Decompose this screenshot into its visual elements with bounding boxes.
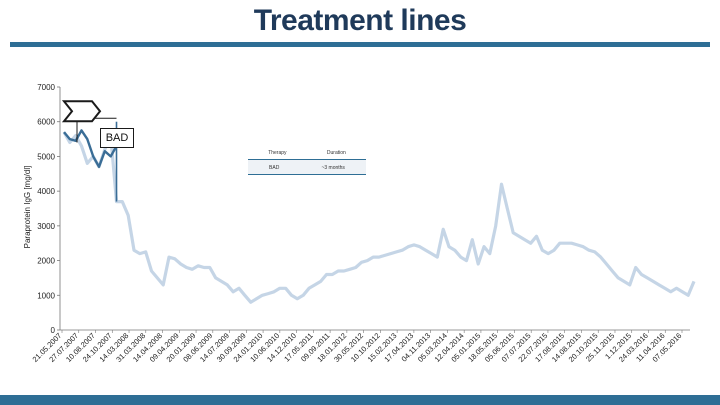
- y-tick-label: 6000: [37, 118, 55, 127]
- series-lines: [62, 129, 696, 304]
- duration-header: Duration: [326, 150, 346, 156]
- chevron-arrow-icon: [61, 100, 102, 123]
- therapy-table-row: BAD ~3 months: [248, 160, 366, 175]
- axes: 0 1000 2000 3000 4000 5000 6000 7000: [37, 83, 690, 335]
- therapy-table: Therapy Duration BAD ~3 months: [248, 148, 366, 175]
- y-tick-label: 5000: [37, 152, 55, 161]
- page-title: Treatment lines: [253, 4, 467, 37]
- y-axis-label-group: Paraprotein IgG [mg/dl]: [23, 166, 32, 249]
- y-tick-label: 7000: [37, 83, 55, 92]
- footer-bar: [0, 395, 720, 405]
- series-line-1: [63, 129, 118, 169]
- y-axis-label: Paraprotein IgG [mg/dl]: [23, 166, 32, 249]
- bad-annotation: BAD: [100, 128, 134, 148]
- y-tick-label: 4000: [37, 187, 55, 196]
- therapy-table-header: Therapy Duration: [248, 148, 366, 160]
- duration-cell: ~3 months: [321, 165, 345, 171]
- series-line-0: [62, 131, 696, 304]
- y-tick-label: 1000: [37, 291, 55, 300]
- therapy-header: Therapy: [268, 150, 287, 156]
- therapy-cell: BAD: [269, 165, 280, 171]
- y-tick-label: 3000: [37, 222, 55, 231]
- x-tick-labels: 21.05.200727.07.200710.08.200724.10.2007…: [31, 330, 683, 364]
- y-tick-label: 2000: [37, 257, 55, 266]
- y-tick-label: 0: [51, 326, 56, 335]
- title-underline: [10, 42, 710, 47]
